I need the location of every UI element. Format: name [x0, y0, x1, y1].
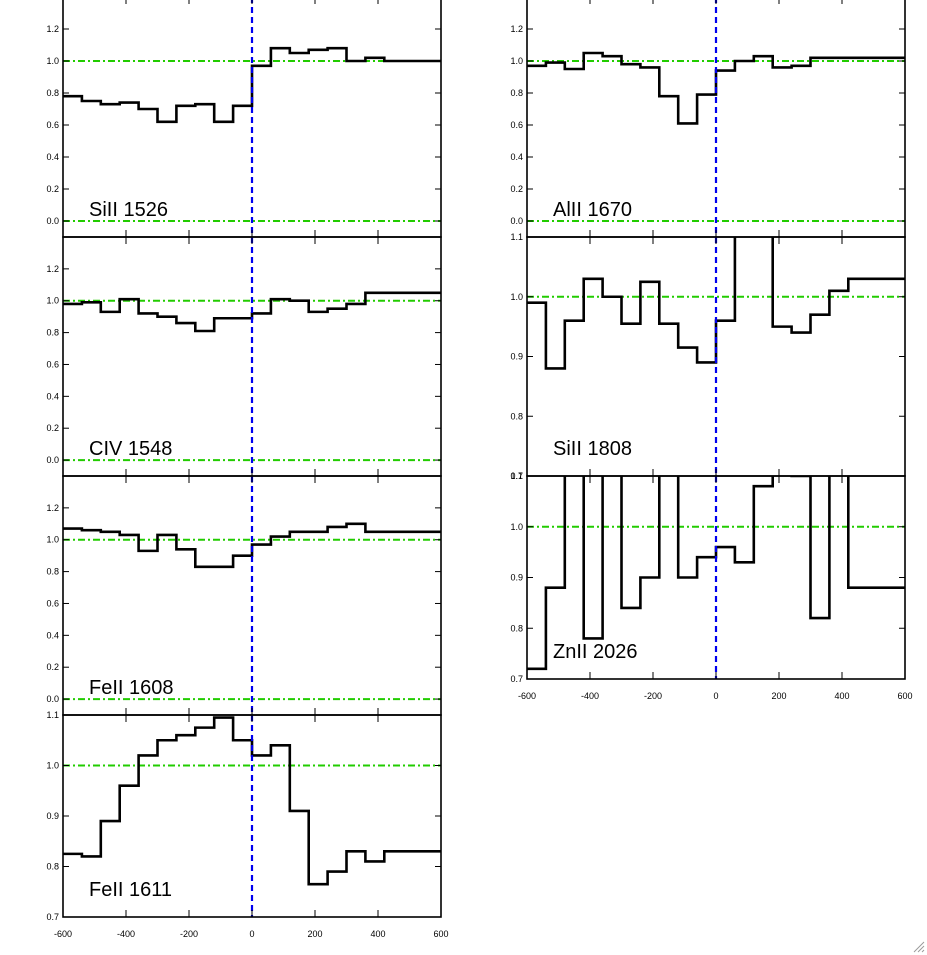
spectrum-line: [527, 237, 905, 370]
y-tick-label: 0.6: [46, 359, 59, 369]
spectrum-line: [527, 476, 905, 671]
y-tick-label: 1.0: [46, 296, 59, 306]
y-tick-label: 0.9: [510, 573, 523, 583]
x-tick-label: 600: [897, 691, 912, 701]
y-tick-label: 0.8: [46, 567, 59, 577]
y-tick-label: 1.2: [46, 503, 59, 513]
y-tick-label: 0.4: [46, 152, 59, 162]
panel-label: FeII 1608: [89, 677, 174, 699]
y-tick-label: 1.2: [46, 24, 59, 34]
x-tick-label: 400: [834, 691, 849, 701]
y-tick-label: 0.0: [46, 455, 59, 465]
y-tick-label: 0.8: [510, 88, 523, 98]
panel: 0.0 0.2 0.4 0.6 0.8 1.0 1.2 SiII 1526: [46, 0, 442, 238]
y-tick-label: 0.8: [46, 328, 59, 338]
y-tick-label: 0.0: [46, 694, 59, 704]
y-tick-label: 0.8: [46, 88, 59, 98]
resize-grip-icon[interactable]: [911, 939, 925, 953]
y-tick-label: 0.9: [510, 352, 523, 362]
panel-label: AlII 1670: [553, 199, 632, 221]
y-tick-label: 0.8: [510, 411, 523, 421]
x-tick-label: 200: [307, 929, 322, 939]
y-tick-label: 1.0: [46, 761, 59, 771]
y-tick-label: 0.2: [46, 423, 59, 433]
y-tick-label: 1.1: [510, 471, 523, 481]
y-tick-label: 1.1: [46, 710, 59, 720]
spectrum-line: [63, 291, 441, 333]
spectrum-line: [63, 46, 441, 124]
panel-label: CIV 1548: [89, 438, 172, 460]
y-tick-label: 0.7: [510, 674, 523, 684]
y-tick-label: 0.0: [510, 216, 523, 226]
y-tick-label: 1.0: [510, 56, 523, 66]
y-tick-label: 0.4: [46, 391, 59, 401]
y-tick-label: 1.0: [46, 56, 59, 66]
panel-label: FeII 1611: [89, 879, 172, 901]
y-tick-label: 0.4: [46, 630, 59, 640]
spectrum-line: [63, 716, 441, 886]
panel: 0.0 0.2 0.4 0.6 0.8 1.0 1.2 FeII 1608: [46, 475, 442, 716]
y-tick-label: 1.0: [510, 522, 523, 532]
panel: 0.7 0.8 0.9 1.0 1.1 -600 -400 -200 0 200 400 600 FeI…: [46, 710, 448, 939]
y-tick-label: 0.8: [510, 623, 523, 633]
y-tick-label: 0.4: [510, 152, 523, 162]
y-tick-label: 0.7: [46, 912, 59, 922]
x-tick-label: 0: [713, 691, 718, 701]
y-tick-label: 0.6: [510, 120, 523, 130]
panel: 0.7 0.8 0.9 1.0 1.1 SiII 1808: [510, 232, 906, 481]
y-tick-label: 0.6: [46, 120, 59, 130]
y-tick-label: 0.8: [46, 862, 59, 872]
x-tick-label: 400: [370, 929, 385, 939]
y-tick-label: 0.2: [46, 662, 59, 672]
panel-label: SiII 1526: [89, 199, 168, 221]
y-tick-label: 1.0: [46, 535, 59, 545]
y-tick-label: 1.0: [510, 292, 523, 302]
x-tick-label: 0: [249, 929, 254, 939]
panel: 0.0 0.2 0.4 0.6 0.8 1.0 1.2 AlII 1670: [510, 0, 906, 238]
panel: 0.0 0.2 0.4 0.6 0.8 1.0 1.2 CIV 1548: [46, 236, 442, 477]
spectrum-line: [527, 51, 905, 125]
y-tick-label: 1.1: [510, 232, 523, 242]
y-tick-label: 0.0: [46, 216, 59, 226]
panel-label: ZnII 2026: [553, 641, 638, 663]
y-tick-label: 0.9: [46, 811, 59, 821]
x-tick-label: -600: [518, 691, 536, 701]
y-tick-label: 1.2: [46, 264, 59, 274]
y-tick-label: 0.6: [46, 598, 59, 608]
x-tick-label: -200: [644, 691, 662, 701]
y-tick-label: 0.2: [510, 184, 523, 194]
y-tick-label: 0.7: [510, 471, 523, 481]
x-tick-label: 200: [771, 691, 786, 701]
x-tick-label: -600: [54, 929, 72, 939]
x-tick-label: -200: [180, 929, 198, 939]
y-tick-label: 1.2: [510, 24, 523, 34]
x-tick-label: 600: [433, 929, 448, 939]
spectrum-line: [63, 522, 441, 569]
x-tick-label: -400: [117, 929, 135, 939]
y-tick-label: 0.2: [46, 184, 59, 194]
panel-label: SiII 1808: [553, 438, 632, 460]
panel: 0.7 0.8 0.9 1.0 1.1 -600 -400 -200 0 200 400 600 ZnI…: [510, 471, 912, 701]
x-tick-label: -400: [581, 691, 599, 701]
